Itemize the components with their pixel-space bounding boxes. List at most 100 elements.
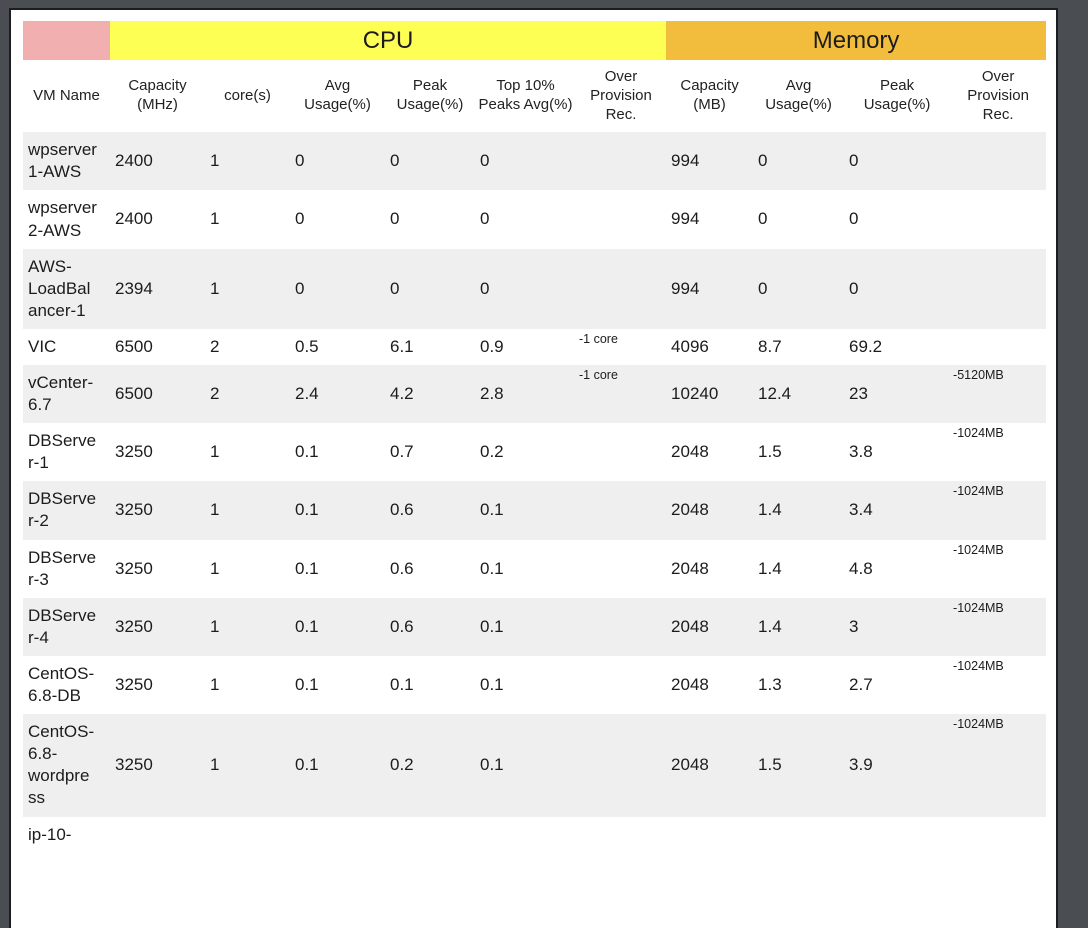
cell-vm-name: wpserver2-AWS [23, 190, 110, 249]
cell-cpu-avg-usage: 0 [290, 132, 385, 191]
cell-cpu-top10-peaks: 0.1 [475, 539, 576, 598]
band-header-cpu: CPU [110, 21, 667, 60]
cell-mem-over-provision [950, 816, 1047, 853]
cell-cpu-peak-usage: 0 [385, 248, 475, 329]
cell-vm-name: AWS-LoadBalancer-1 [23, 248, 110, 329]
cell-mem-capacity: 2048 [666, 655, 754, 715]
cell-cpu-peak-usage: 0.6 [385, 481, 475, 540]
cell-mem-capacity: 4096 [666, 328, 754, 365]
cell-cores: 1 [205, 597, 290, 656]
table-row: DBServer-2 3250 1 0.1 0.6 0.1 2048 1.4 3.4 -1024M… [23, 481, 1047, 540]
cell-vm-name: VIC [23, 328, 110, 365]
cell-cores: 2 [205, 328, 290, 365]
cell-mem-peak-usage: 0 [844, 132, 951, 191]
cell-mem-over-provision [950, 328, 1047, 365]
cell-cpu-over-provision [576, 481, 667, 540]
cell-mem-peak-usage: 69.2 [844, 328, 951, 365]
cell-cpu-top10-peaks: 0.2 [475, 423, 576, 482]
cell-cores: 1 [205, 248, 290, 329]
cell-cpu-avg-usage: 0.5 [290, 328, 385, 365]
cell-cpu-over-provision [576, 816, 667, 853]
cell-mem-avg-usage: 1.5 [753, 423, 845, 482]
cell-cpu-peak-usage: 0.6 [385, 597, 475, 656]
cell-vm-name: DBServer-3 [23, 539, 110, 598]
col-header-cpu-capacity: Capacity (MHz) [110, 60, 205, 133]
cell-cores: 1 [205, 132, 290, 191]
band-header-row: CPU Memory [23, 21, 1047, 60]
cell-cores: 1 [205, 423, 290, 482]
cell-cpu-capacity [110, 816, 205, 853]
cell-cpu-over-provision [576, 423, 667, 482]
cell-mem-over-provision [950, 132, 1047, 191]
cell-vm-name: DBServer-2 [23, 481, 110, 540]
cell-cpu-capacity: 3250 [110, 714, 205, 817]
cell-cpu-top10-peaks: 0.1 [475, 481, 576, 540]
cell-cpu-capacity: 3250 [110, 539, 205, 598]
cell-mem-capacity: 994 [666, 248, 754, 329]
col-header-cpu-over-provision: Over Provision Rec. [576, 60, 667, 133]
cell-cpu-peak-usage: 6.1 [385, 328, 475, 365]
cell-cpu-avg-usage: 0.1 [290, 423, 385, 482]
cell-mem-capacity: 2048 [666, 597, 754, 656]
cell-mem-over-provision: -1024MB [950, 423, 1047, 482]
cell-mem-peak-usage: 3.8 [844, 423, 951, 482]
table-row: DBServer-3 3250 1 0.1 0.6 0.1 2048 1.4 4.8 -1024M… [23, 539, 1047, 598]
cell-cpu-peak-usage: 0 [385, 190, 475, 249]
cell-cores: 1 [205, 481, 290, 540]
cell-mem-avg-usage: 1.4 [753, 539, 845, 598]
cell-cpu-capacity: 3250 [110, 423, 205, 482]
table-row: wpserver1-AWS 2400 1 0 0 0 994 0 0 [23, 132, 1047, 191]
cell-cpu-over-provision [576, 714, 667, 817]
cell-cpu-peak-usage: 0.7 [385, 423, 475, 482]
cell-cpu-top10-peaks: 0 [475, 132, 576, 191]
col-header-cpu-avg-usage: Avg Usage(%) [290, 60, 385, 133]
cell-cpu-avg-usage: 0.1 [290, 481, 385, 540]
cell-cpu-top10-peaks [475, 816, 576, 853]
cell-cpu-avg-usage: 0.1 [290, 539, 385, 598]
cell-mem-avg-usage: 8.7 [753, 328, 845, 365]
cell-cpu-capacity: 2394 [110, 248, 205, 329]
col-header-cpu-top10-peaks: Top 10% Peaks Avg(%) [475, 60, 576, 133]
cell-mem-peak-usage: 3.9 [844, 714, 951, 817]
cell-vm-name: ip-10- [23, 816, 110, 853]
cell-vm-name: wpserver1-AWS [23, 132, 110, 191]
cell-mem-capacity: 2048 [666, 423, 754, 482]
cell-cpu-over-provision [576, 248, 667, 329]
cell-mem-avg-usage: 0 [753, 132, 845, 191]
cell-cpu-avg-usage [290, 816, 385, 853]
cell-cores: 1 [205, 190, 290, 249]
cell-mem-capacity: 2048 [666, 539, 754, 598]
table-row: AWS-LoadBalancer-1 2394 1 0 0 0 994 0 0 [23, 248, 1047, 329]
cell-mem-capacity: 994 [666, 132, 754, 191]
cell-cpu-over-provision [576, 655, 667, 715]
cell-vm-name: DBServer-4 [23, 597, 110, 656]
cell-cpu-peak-usage: 0.6 [385, 539, 475, 598]
cell-cpu-over-provision [576, 597, 667, 656]
cell-vm-name: CentOS-6.8-wordpress [23, 714, 110, 817]
cell-mem-capacity: 994 [666, 190, 754, 249]
band-header-corner [23, 21, 110, 60]
cell-cpu-over-provision [576, 190, 667, 249]
cell-mem-avg-usage: 1.4 [753, 481, 845, 540]
cell-mem-avg-usage: 1.3 [753, 655, 845, 715]
cell-cpu-peak-usage [385, 816, 475, 853]
cell-cpu-peak-usage: 4.2 [385, 365, 475, 424]
cell-cpu-capacity: 3250 [110, 655, 205, 715]
table-row: CentOS-6.8-DB 3250 1 0.1 0.1 0.1 2048 1.3 2.7 -10… [23, 655, 1047, 715]
cell-cpu-avg-usage: 2.4 [290, 365, 385, 424]
cell-mem-peak-usage: 0 [844, 248, 951, 329]
band-header-memory: Memory [666, 21, 1047, 60]
cell-cpu-peak-usage: 0.2 [385, 714, 475, 817]
cell-mem-avg-usage: 0 [753, 248, 845, 329]
col-header-vm-name: VM Name [23, 60, 110, 133]
cell-mem-over-provision: -1024MB [950, 539, 1047, 598]
cell-cpu-over-provision [576, 132, 667, 191]
cell-cpu-top10-peaks: 2.8 [475, 365, 576, 424]
vm-usage-table-body: wpserver1-AWS 2400 1 0 0 0 994 0 0 wpserver2-AWS 2… [23, 132, 1047, 853]
col-header-mem-peak-usage: Peak Usage(%) [844, 60, 951, 133]
col-header-cpu-peak-usage: Peak Usage(%) [385, 60, 475, 133]
table-row: DBServer-4 3250 1 0.1 0.6 0.1 2048 1.4 3 -1024MB [23, 597, 1047, 656]
col-header-cores: core(s) [205, 60, 290, 133]
col-header-mem-capacity: Capacity (MB) [666, 60, 754, 133]
cell-mem-peak-usage: 3 [844, 597, 951, 656]
